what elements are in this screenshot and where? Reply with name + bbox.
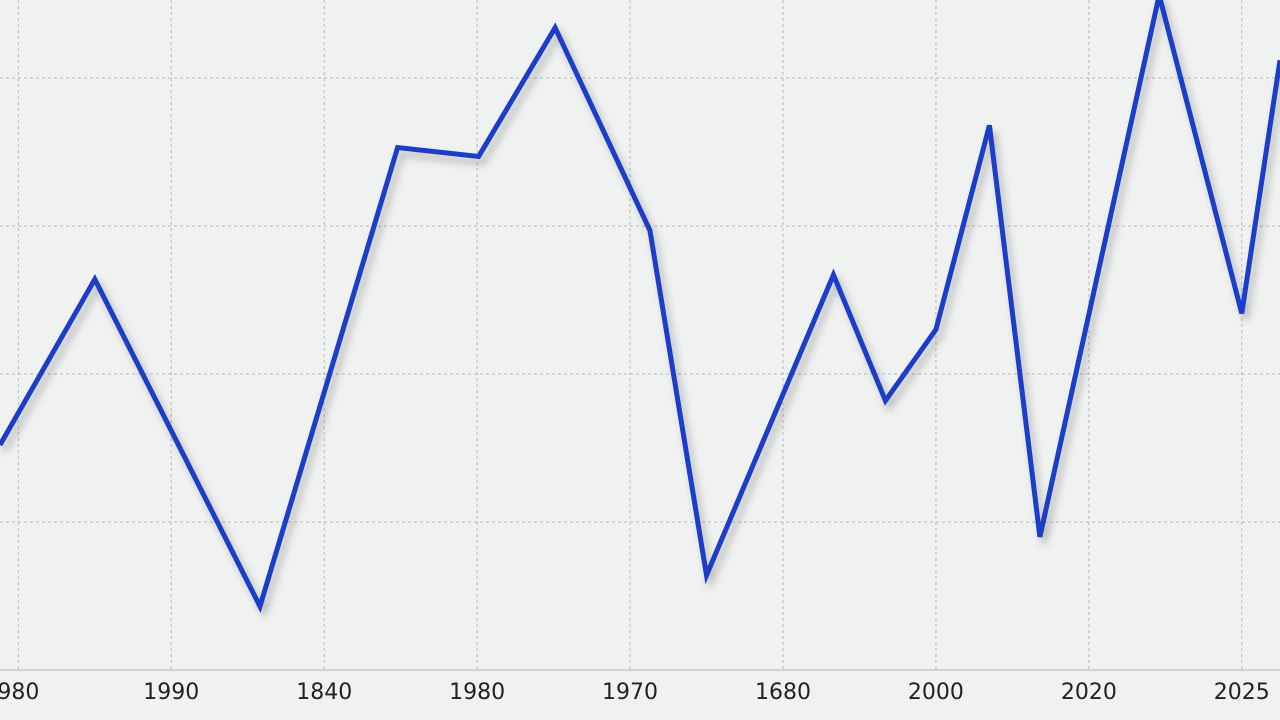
x-tick-label: 2025 bbox=[1214, 680, 1270, 705]
x-tick-label: 1980 bbox=[449, 680, 505, 705]
x-tick-label: 1990 bbox=[143, 680, 199, 705]
x-tick-label: 1970 bbox=[602, 680, 658, 705]
x-tick-label: 2000 bbox=[908, 680, 964, 705]
data-line bbox=[0, 0, 1280, 614]
x-tick-label: 980 bbox=[0, 680, 39, 705]
x-tick-label: 1680 bbox=[755, 680, 811, 705]
x-tick-label: 1840 bbox=[296, 680, 352, 705]
x-tick-label: 2020 bbox=[1061, 680, 1117, 705]
